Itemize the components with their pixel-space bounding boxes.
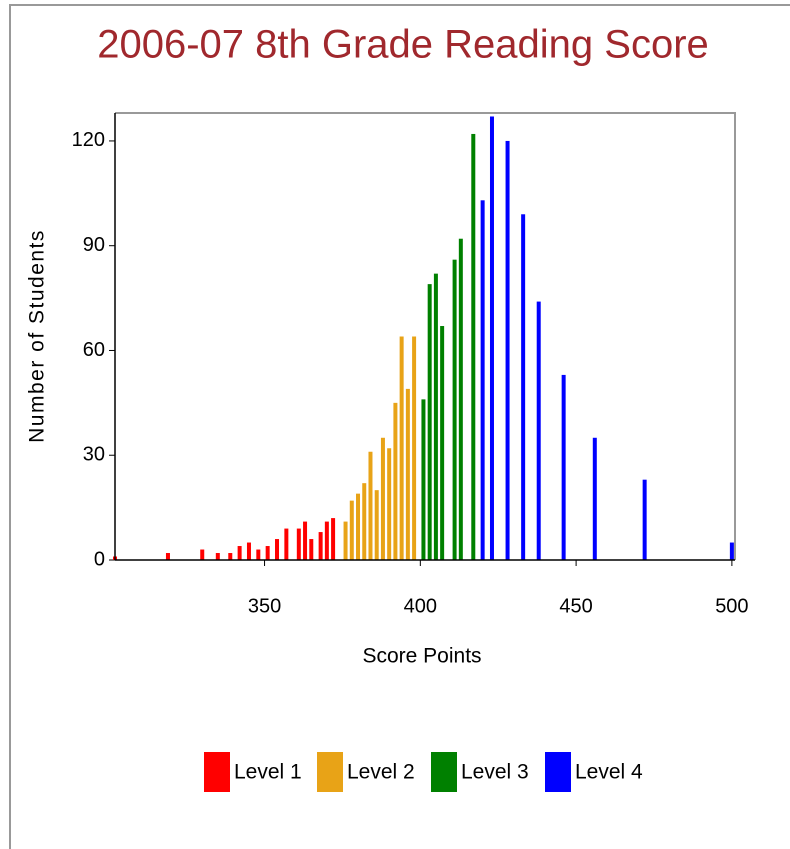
bar bbox=[356, 493, 361, 560]
bar bbox=[200, 549, 205, 560]
bar bbox=[471, 133, 476, 560]
x-axis-label: Score Points bbox=[362, 645, 481, 668]
x-tick-label: 450 bbox=[559, 595, 592, 617]
bar bbox=[296, 528, 301, 560]
bar bbox=[380, 437, 385, 560]
bar bbox=[362, 483, 367, 560]
bar bbox=[452, 259, 457, 560]
bar bbox=[480, 200, 485, 560]
bar bbox=[521, 214, 526, 560]
bar bbox=[303, 521, 308, 560]
bar bbox=[729, 542, 734, 560]
legend-label: Level 2 bbox=[347, 761, 415, 784]
bar bbox=[427, 284, 432, 560]
y-tick-label: 30 bbox=[83, 444, 105, 466]
bar bbox=[343, 521, 348, 560]
bar bbox=[349, 500, 354, 560]
bar bbox=[265, 546, 270, 560]
bar bbox=[458, 238, 463, 560]
legend-label: Level 1 bbox=[234, 761, 302, 784]
bar bbox=[561, 374, 566, 560]
y-tick-label: 0 bbox=[94, 548, 105, 570]
y-axis-label: Number of Students bbox=[26, 229, 49, 443]
y-tick-label: 60 bbox=[83, 339, 105, 361]
x-tick-label: 400 bbox=[404, 595, 437, 617]
bar bbox=[165, 553, 170, 560]
bar bbox=[368, 451, 373, 560]
bar bbox=[275, 539, 280, 560]
chart-title: 2006-07 8th Grade Reading Score bbox=[97, 23, 709, 67]
bar bbox=[412, 336, 417, 560]
x-tick-label: 350 bbox=[248, 595, 281, 617]
bar bbox=[318, 532, 323, 560]
bar bbox=[228, 553, 233, 560]
bar bbox=[374, 490, 379, 560]
legend-swatch bbox=[431, 752, 457, 792]
bar bbox=[246, 542, 251, 560]
bar bbox=[489, 116, 494, 560]
bar bbox=[421, 399, 426, 560]
bar bbox=[440, 326, 445, 560]
legend-swatch bbox=[204, 752, 230, 792]
bar bbox=[309, 539, 314, 560]
bar bbox=[592, 437, 597, 560]
plot-border bbox=[115, 112, 736, 560]
bar bbox=[256, 549, 261, 560]
y-tick-label: 120 bbox=[72, 129, 105, 151]
bar bbox=[393, 402, 398, 560]
bar bbox=[215, 553, 220, 560]
bar bbox=[237, 546, 242, 560]
bar bbox=[536, 301, 541, 560]
y-tick-label: 90 bbox=[83, 234, 105, 256]
legend-label: Level 3 bbox=[461, 761, 529, 784]
bar bbox=[387, 448, 392, 560]
bar bbox=[505, 140, 510, 560]
bar bbox=[284, 528, 289, 560]
legend-label: Level 4 bbox=[575, 761, 643, 784]
bar bbox=[433, 273, 438, 560]
bar bbox=[399, 336, 404, 560]
bar bbox=[324, 521, 329, 560]
bar bbox=[642, 479, 647, 560]
x-tick-label: 500 bbox=[715, 595, 748, 617]
legend-swatch bbox=[317, 752, 343, 792]
legend-swatch bbox=[545, 752, 571, 792]
bar bbox=[405, 388, 410, 560]
frame bbox=[9, 4, 790, 849]
bar bbox=[331, 518, 336, 560]
